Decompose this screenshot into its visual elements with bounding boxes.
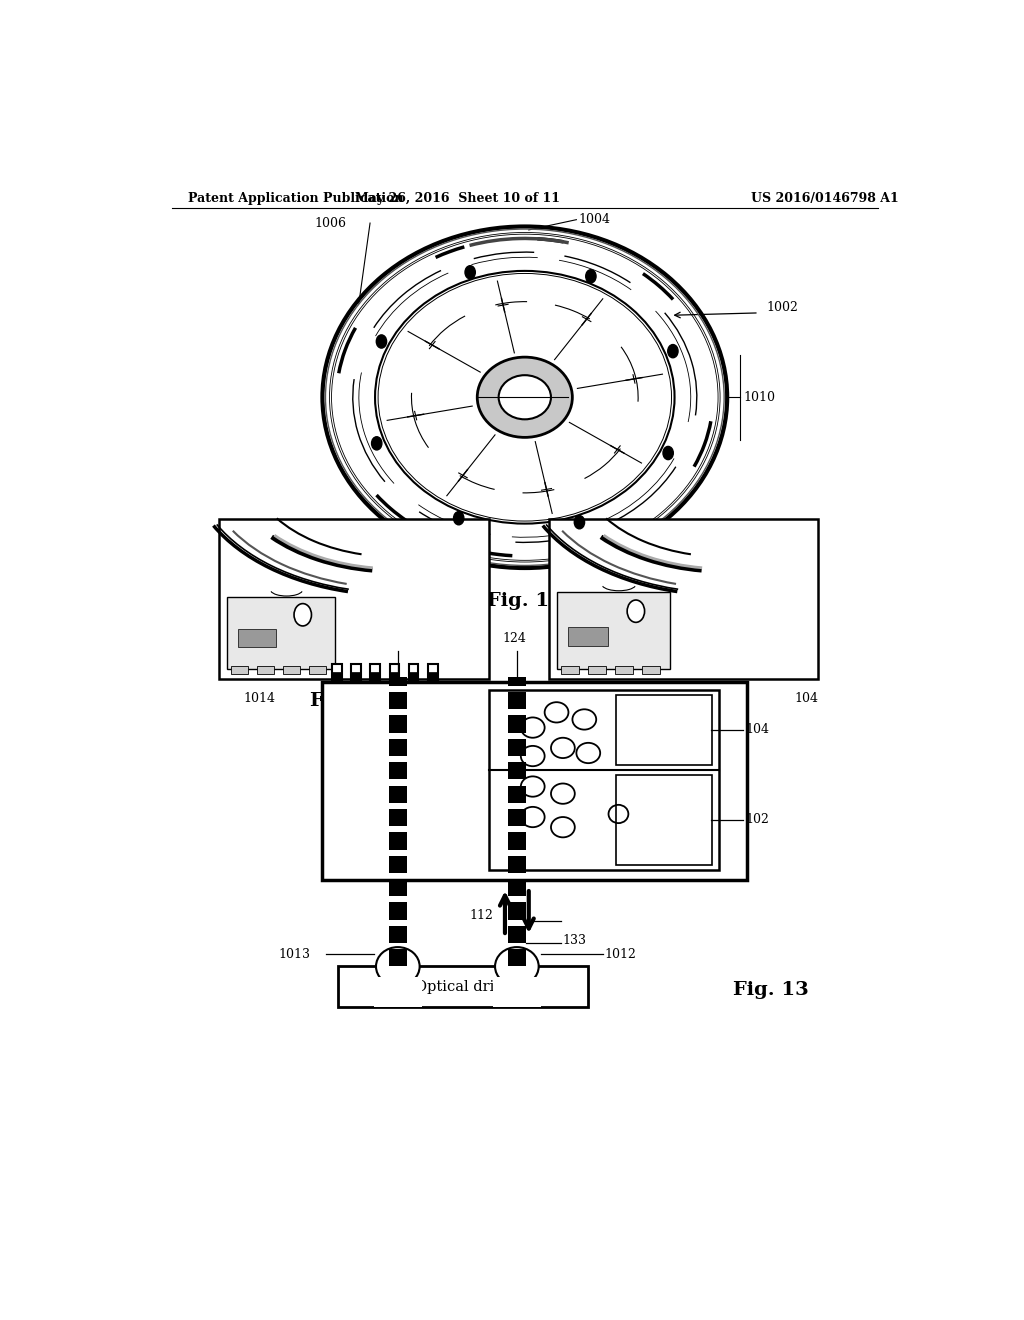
Bar xyxy=(389,949,407,966)
Bar xyxy=(508,879,525,896)
Bar xyxy=(557,593,670,669)
Text: 1002: 1002 xyxy=(767,301,799,314)
Text: 124: 124 xyxy=(503,632,526,645)
Bar xyxy=(238,630,275,647)
Bar xyxy=(508,762,525,779)
Bar xyxy=(371,664,380,682)
Bar xyxy=(389,664,399,682)
Bar xyxy=(389,903,407,920)
Text: 1012: 1012 xyxy=(604,948,636,961)
Text: Fig. 12b: Fig. 12b xyxy=(639,692,728,710)
Text: 1004: 1004 xyxy=(579,213,610,226)
Bar xyxy=(389,833,407,850)
Bar xyxy=(508,677,525,686)
Bar xyxy=(389,762,407,779)
Circle shape xyxy=(454,512,464,525)
Circle shape xyxy=(586,269,596,282)
Bar xyxy=(389,677,407,686)
Bar xyxy=(374,977,422,1007)
Bar xyxy=(371,672,380,682)
Bar xyxy=(332,664,342,682)
Bar xyxy=(588,665,606,675)
Bar xyxy=(615,696,713,764)
Bar xyxy=(389,809,407,826)
Text: Patent Application Publication: Patent Application Publication xyxy=(187,191,403,205)
Bar xyxy=(508,903,525,920)
Circle shape xyxy=(372,437,382,450)
Circle shape xyxy=(663,446,674,459)
Bar xyxy=(494,977,541,1007)
Text: Fig. 12a: Fig. 12a xyxy=(310,692,398,710)
Bar xyxy=(323,682,748,880)
Bar xyxy=(508,809,525,826)
Circle shape xyxy=(668,345,678,358)
Bar xyxy=(389,739,407,756)
Ellipse shape xyxy=(376,948,420,986)
Bar xyxy=(338,966,588,1007)
Text: 102: 102 xyxy=(745,813,769,826)
Bar xyxy=(568,627,607,645)
Bar xyxy=(508,739,525,756)
Text: Fig. 13: Fig. 13 xyxy=(733,981,809,999)
Bar xyxy=(615,775,713,865)
Bar xyxy=(389,925,407,942)
Text: 104: 104 xyxy=(795,692,818,705)
Text: 104: 104 xyxy=(662,579,685,591)
Bar xyxy=(409,672,419,682)
Text: 133: 133 xyxy=(562,933,586,946)
Bar xyxy=(309,665,327,675)
Circle shape xyxy=(574,516,585,529)
Text: Optical drive: Optical drive xyxy=(415,979,511,994)
Text: radial movement: radial movement xyxy=(575,607,652,616)
Bar xyxy=(549,519,818,678)
Text: 1014: 1014 xyxy=(243,692,275,705)
Text: 1010: 1010 xyxy=(743,391,775,404)
Bar xyxy=(351,664,360,682)
Bar xyxy=(283,665,300,675)
Ellipse shape xyxy=(477,358,572,437)
Bar xyxy=(389,692,407,709)
Text: 1013: 1013 xyxy=(279,948,311,961)
Bar xyxy=(508,833,525,850)
Bar xyxy=(489,690,719,870)
Circle shape xyxy=(376,335,387,348)
Bar xyxy=(428,664,437,682)
Text: 112: 112 xyxy=(469,909,494,923)
Text: US 2016/0146798 A1: US 2016/0146798 A1 xyxy=(751,191,899,205)
Text: May 26, 2016  Sheet 10 of 11: May 26, 2016 Sheet 10 of 11 xyxy=(355,191,560,205)
Bar xyxy=(508,949,525,966)
Bar xyxy=(508,925,525,942)
Bar xyxy=(508,692,525,709)
Bar xyxy=(227,597,335,669)
Bar xyxy=(389,672,399,682)
Bar xyxy=(257,665,274,675)
Bar xyxy=(219,519,489,678)
Bar xyxy=(508,715,525,733)
Text: 104: 104 xyxy=(745,723,769,737)
Bar xyxy=(409,664,419,682)
Bar xyxy=(332,672,342,682)
Ellipse shape xyxy=(499,375,551,420)
Bar xyxy=(642,665,660,675)
Bar xyxy=(428,672,437,682)
Bar xyxy=(508,855,525,873)
Circle shape xyxy=(627,601,644,622)
Text: 1006: 1006 xyxy=(314,216,346,230)
Circle shape xyxy=(465,265,475,279)
Circle shape xyxy=(294,603,311,626)
Bar xyxy=(231,665,249,675)
Bar xyxy=(351,672,360,682)
Bar xyxy=(389,785,407,803)
Text: 1008: 1008 xyxy=(331,579,362,591)
Bar xyxy=(508,785,525,803)
Ellipse shape xyxy=(495,948,539,986)
Bar xyxy=(389,715,407,733)
Bar xyxy=(560,665,579,675)
Text: 1008: 1008 xyxy=(378,632,410,645)
Bar xyxy=(614,665,633,675)
Text: radial movement: radial movement xyxy=(295,620,372,630)
Bar xyxy=(389,855,407,873)
Text: Fig. 11: Fig. 11 xyxy=(486,591,563,610)
Bar xyxy=(389,879,407,896)
